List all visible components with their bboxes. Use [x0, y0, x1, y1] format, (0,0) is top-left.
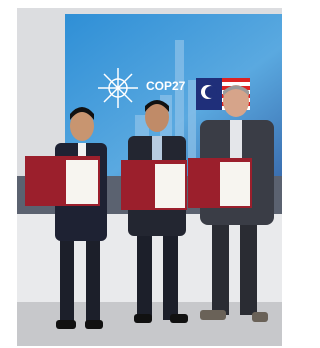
leg: [212, 215, 229, 315]
shoe: [252, 312, 268, 322]
folder: [25, 156, 100, 206]
shoe: [56, 320, 76, 329]
building: [188, 80, 196, 170]
leg: [240, 215, 257, 315]
page-body: {"photo": {"screen_text": "COP27"}} COP2…: [0, 0, 282, 348]
leg: [86, 230, 100, 325]
shoe: [200, 310, 226, 320]
shoe: [85, 320, 103, 329]
sun-logo: [98, 68, 138, 108]
shoe: [134, 314, 152, 323]
leg: [137, 225, 152, 320]
leg: [60, 230, 74, 325]
certificate: [66, 160, 98, 204]
stripe: [222, 78, 250, 82]
shoe: [170, 314, 188, 323]
certificate: [155, 164, 185, 208]
folder: [188, 158, 252, 208]
page: html, body { margin: 0; padding: 0; back…: [0, 0, 320, 348]
certificate: [220, 162, 250, 206]
leg: [163, 225, 178, 320]
folder: [121, 160, 187, 210]
photo: COP27: [0, 0, 282, 348]
flag-crescent-cut: [205, 86, 217, 98]
shirt: [230, 120, 242, 160]
screen-text: COP27: [146, 79, 186, 93]
